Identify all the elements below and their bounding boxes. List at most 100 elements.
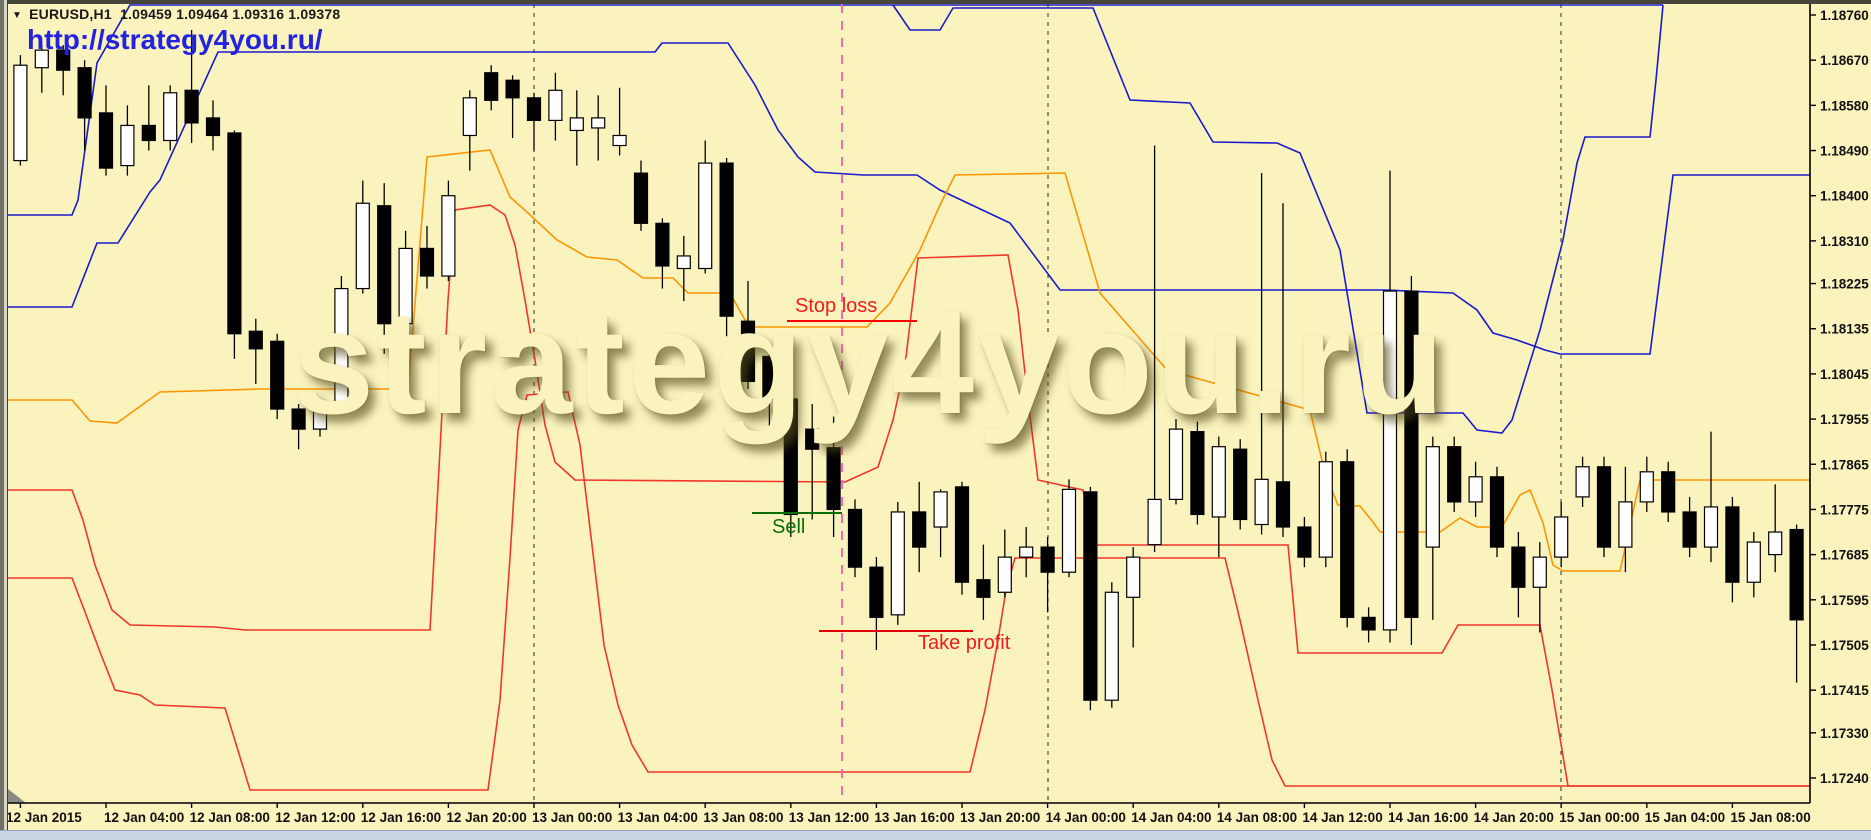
- bear-candle: [740, 320, 756, 383]
- watermark-text: strategy4you.ru: [292, 280, 1448, 445]
- bull-candle: [933, 491, 948, 528]
- price-tick-label: 1.17505: [1820, 638, 1869, 653]
- plot-area[interactable]: [8, 4, 1825, 803]
- time-tick-label: 12 Jan 2015: [6, 810, 82, 825]
- bear-candle: [526, 97, 542, 122]
- chart-title: ▼ EURUSD,H1 1.09459 1.09464 1.09316 1.093…: [12, 6, 340, 22]
- bull-candle: [1575, 466, 1590, 498]
- bear-candle: [1682, 511, 1697, 548]
- orange-mid-indicator-line: [8, 149, 1810, 572]
- bear-candle: [1447, 446, 1462, 503]
- price-tick-label: 1.18400: [1820, 189, 1869, 204]
- price-tick-label: 1.17415: [1820, 683, 1869, 698]
- bull-candle: [312, 408, 328, 430]
- sell-label[interactable]: Sell: [772, 516, 806, 538]
- bear-candle: [1340, 461, 1355, 618]
- bull-candle: [1618, 501, 1633, 548]
- red-inner-indicator-line: [8, 204, 1810, 787]
- bull-candle: [1554, 516, 1569, 558]
- price-tick-label: 1.18045: [1820, 367, 1869, 382]
- bull-candle: [1768, 531, 1783, 556]
- bear-candle: [1725, 506, 1740, 583]
- time-tick-label: 12 Jan 04:00: [104, 810, 184, 825]
- stop-loss-label[interactable]: Stop loss: [795, 295, 878, 317]
- bull-candle: [13, 64, 28, 162]
- bear-candle: [419, 247, 435, 277]
- bear-candle: [1511, 546, 1526, 588]
- bull-candle: [569, 117, 584, 132]
- price-tick-label: 1.18670: [1820, 53, 1869, 68]
- time-tick-label: 13 Jan 16:00: [874, 810, 954, 825]
- bull-candle: [441, 195, 456, 277]
- bear-candle: [56, 49, 71, 71]
- bull-candle: [1318, 461, 1333, 558]
- price-tick-label: 1.18135: [1820, 322, 1869, 337]
- bear-candle: [633, 172, 649, 224]
- red-outer-indicator-line: [8, 391, 1810, 791]
- price-tick-label: 1.17865: [1820, 457, 1869, 472]
- blue-outer-indicator-line: [8, 4, 1663, 216]
- bear-candle: [762, 355, 777, 400]
- take-profit-label[interactable]: Take profit: [918, 632, 1011, 654]
- time-tick-label: 14 Jan 20:00: [1474, 810, 1554, 825]
- bear-candle: [954, 486, 970, 583]
- bull-candle: [890, 511, 905, 616]
- time-tick-label: 15 Jan 04:00: [1645, 810, 1725, 825]
- time-tick-label: 12 Jan 20:00: [446, 810, 526, 825]
- window-frame-top: [0, 0, 1871, 4]
- blue-outer2-indicator-line: [892, 4, 1664, 434]
- price-tick-label: 1.18580: [1820, 98, 1869, 113]
- bear-candle: [869, 566, 884, 618]
- time-tick-label: 13 Jan 20:00: [960, 810, 1040, 825]
- price-tick-label: 1.18225: [1820, 277, 1869, 292]
- bear-candle: [1297, 526, 1312, 558]
- bull-candle: [1019, 546, 1034, 558]
- bull-candle: [591, 117, 606, 129]
- bear-candle: [484, 72, 499, 101]
- blue-inner-indicator-line: [8, 42, 1810, 355]
- bull-candle: [1147, 498, 1162, 546]
- bear-candle: [826, 447, 841, 511]
- window-frame-left: [0, 0, 8, 840]
- bull-candle: [1703, 506, 1719, 548]
- bull-candle: [1532, 556, 1547, 588]
- bull-candle: [1168, 428, 1184, 501]
- bear-candle: [912, 511, 927, 548]
- bear-candle: [184, 89, 199, 124]
- bear-candle: [377, 205, 392, 325]
- bear-candle: [1233, 448, 1248, 521]
- price-tick-label: 1.17240: [1820, 771, 1869, 786]
- url-overlay-text[interactable]: http://strategy4you.ru/: [27, 24, 323, 55]
- bear-candle: [141, 124, 156, 142]
- price-tick-label: 1.17955: [1820, 412, 1869, 427]
- bear-candle: [1404, 290, 1419, 618]
- bear-candle: [783, 398, 798, 516]
- bull-candle: [334, 287, 349, 405]
- bull-candle: [676, 255, 691, 270]
- bear-candle: [1661, 471, 1676, 513]
- time-tick-label: 15 Jan 08:00: [1730, 810, 1810, 825]
- bear-candle: [270, 340, 285, 410]
- chart-dropdown-icon[interactable]: ▼: [12, 10, 23, 21]
- axes: 1.18760 1.18670 1.18580 1.18490 1.18400 1.183…: [6, 4, 1869, 825]
- bull-candle: [1746, 541, 1761, 583]
- price-tick-label: 1.18310: [1820, 234, 1869, 249]
- time-tick-label: 13 Jan 04:00: [618, 810, 698, 825]
- symbol-period-label: EURUSD,H1: [29, 6, 112, 22]
- price-tick-label: 1.18760: [1820, 8, 1869, 23]
- time-tick-label: 12 Jan 12:00: [275, 810, 355, 825]
- bull-candle: [612, 134, 627, 147]
- time-tick-label: 15 Jan 00:00: [1559, 810, 1639, 825]
- bull-candle: [1254, 478, 1269, 526]
- time-tick-label: 14 Jan 00:00: [1046, 810, 1126, 825]
- scroll-marker-icon[interactable]: [8, 789, 26, 803]
- bull-candle: [698, 162, 713, 270]
- bull-candle: [1639, 471, 1654, 503]
- bear-candle: [847, 508, 863, 568]
- bear-candle: [805, 428, 820, 450]
- bull-candle: [34, 49, 49, 69]
- time-tick-label: 13 Jan 08:00: [703, 810, 783, 825]
- price-tick-label: 1.17330: [1820, 726, 1869, 741]
